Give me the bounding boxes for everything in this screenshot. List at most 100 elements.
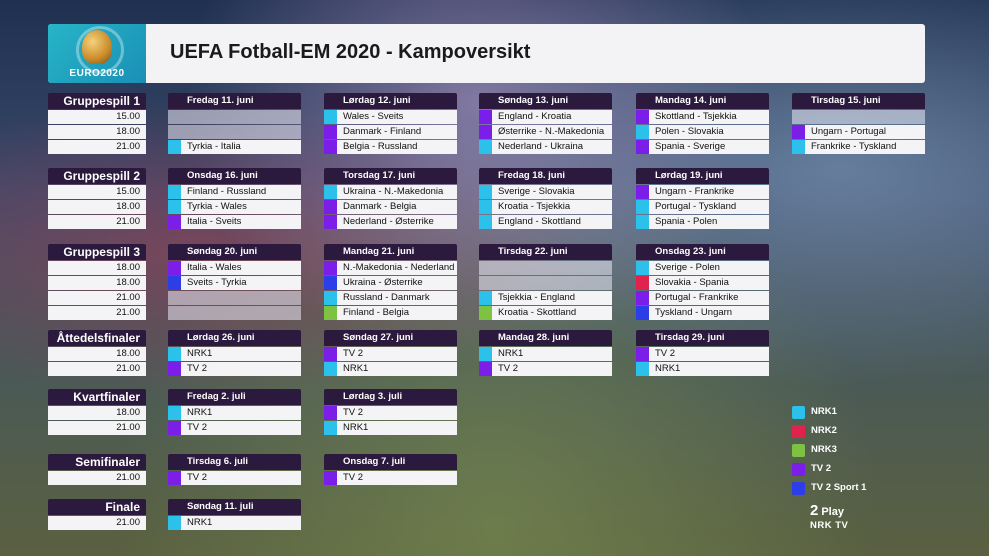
channel-color-chip (636, 140, 649, 154)
day-header: Lørdag 26. juni (168, 330, 301, 346)
match-label: NRK1 (187, 407, 213, 418)
match-label: Spania - Polen (655, 216, 718, 227)
match-slot: England - Kroatia (479, 110, 612, 124)
match-label: Østerrike - N.-Makedonia (498, 126, 605, 137)
kickoff-time: 18.00 (48, 347, 146, 361)
match-slot: TV 2 (324, 471, 457, 485)
match-label: NRK1 (498, 348, 524, 359)
match-slot: NRK1 (324, 421, 457, 435)
channel-color-chip (168, 215, 181, 229)
match-label: TV 2 (343, 407, 364, 418)
match-label: NRK1 (187, 517, 213, 528)
trophy-icon (82, 30, 112, 64)
channel-color-chip (479, 347, 492, 361)
match-slot: NRK1 (479, 347, 612, 361)
match-label: Portugal - Tyskland (655, 201, 737, 212)
tv2-play-label: Play (821, 506, 844, 518)
channel-color-chip (636, 200, 649, 214)
legend-item: NRK3 (792, 443, 837, 457)
match-slot: TV 2 (636, 347, 769, 361)
channel-color-chip (636, 291, 649, 305)
match-label: Tyrkia - Wales (187, 201, 247, 212)
match-slot: TV 2 (168, 421, 301, 435)
day-header: Torsdag 17. juni (324, 168, 457, 184)
match-slot: Portugal - Frankrike (636, 291, 769, 305)
match-slot: Italia - Sveits (168, 215, 301, 229)
channel-color-chip (479, 291, 492, 305)
match-label: Sverige - Polen (655, 262, 720, 273)
channel-color-chip (324, 347, 337, 361)
channel-color-chip (636, 276, 649, 290)
match-label: N.-Makedonia - Nederland (343, 262, 455, 273)
match-label: Ukraina - N.-Makedonia (343, 186, 444, 197)
legend-item: NRK1 (792, 405, 837, 419)
match-slot: Frankrike - Tyskland (792, 140, 925, 154)
match-label: England - Skottland (498, 216, 581, 227)
channel-color-chip (324, 471, 337, 485)
match-slot: Portugal - Tyskland (636, 200, 769, 214)
match-slot: TV 2 (168, 471, 301, 485)
channel-color-chip (324, 185, 337, 199)
channel-color-chip (479, 185, 492, 199)
day-header: Søndag 13. juni (479, 93, 612, 109)
channel-color-chip (324, 125, 337, 139)
match-slot: N.-Makedonia - Nederland (324, 261, 457, 275)
day-header: Søndag 11. juli (168, 499, 301, 515)
match-slot: Polen - Slovakia (636, 125, 769, 139)
kickoff-time: 21.00 (48, 140, 146, 154)
day-header: Onsdag 7. juli (324, 454, 457, 470)
match-label: Finland - Belgia (343, 307, 410, 318)
match-slot: Belgia - Russland (324, 140, 457, 154)
match-slot: NRK1 (324, 362, 457, 376)
match-label: Ungarn - Frankrike (655, 186, 735, 197)
legend-color-chip (792, 406, 805, 419)
match-label: Slovakia - Spania (655, 277, 729, 288)
match-label: TV 2 (498, 363, 519, 374)
match-label: NRK1 (343, 422, 369, 433)
kickoff-time: 21.00 (48, 362, 146, 376)
kickoff-time: 15.00 (48, 185, 146, 199)
kickoff-time: 18.00 (48, 200, 146, 214)
euro2020-logo: EURO2020 (48, 24, 146, 83)
channel-color-chip (168, 347, 181, 361)
empty-slot (168, 125, 301, 139)
channel-color-chip (636, 261, 649, 275)
day-header: Mandag 14. juni (636, 93, 769, 109)
match-slot: Sverige - Slovakia (479, 185, 612, 199)
channel-color-chip (168, 406, 181, 420)
empty-slot (168, 110, 301, 124)
match-slot: Tyrkia - Wales (168, 200, 301, 214)
channel-color-chip (792, 140, 805, 154)
match-label: TV 2 (187, 472, 208, 483)
section-label: Gruppespill 1 (48, 93, 146, 109)
legend-label: NRK1 (811, 406, 837, 417)
match-label: Nederland - Ukraina (498, 141, 584, 152)
day-header: Mandag 28. juni (479, 330, 612, 346)
match-slot: Ukraina - Østerrike (324, 276, 457, 290)
match-label: NRK1 (187, 348, 213, 359)
channel-color-chip (168, 200, 181, 214)
match-label: Italia - Wales (187, 262, 242, 273)
match-label: Italia - Sveits (187, 216, 242, 227)
match-slot: NRK1 (636, 362, 769, 376)
channel-color-chip (324, 306, 337, 320)
legend-color-chip (792, 463, 805, 476)
empty-slot (168, 306, 301, 320)
match-label: Russland - Danmark (343, 292, 430, 303)
day-header: Tirsdag 22. juni (479, 244, 612, 260)
channel-color-chip (479, 362, 492, 376)
day-header: Onsdag 23. juni (636, 244, 769, 260)
empty-slot (479, 261, 612, 275)
match-slot: Danmark - Belgia (324, 200, 457, 214)
match-label: NRK1 (655, 363, 681, 374)
channel-color-chip (479, 200, 492, 214)
kickoff-time: 21.00 (48, 291, 146, 305)
kickoff-time: 18.00 (48, 125, 146, 139)
day-header: Søndag 20. juni (168, 244, 301, 260)
match-slot: Tsjekkia - England (479, 291, 612, 305)
legend-label: TV 2 Sport 1 (811, 482, 867, 493)
channel-color-chip (168, 471, 181, 485)
channel-color-chip (168, 421, 181, 435)
match-slot: Sveits - Tyrkia (168, 276, 301, 290)
kickoff-time: 18.00 (48, 276, 146, 290)
